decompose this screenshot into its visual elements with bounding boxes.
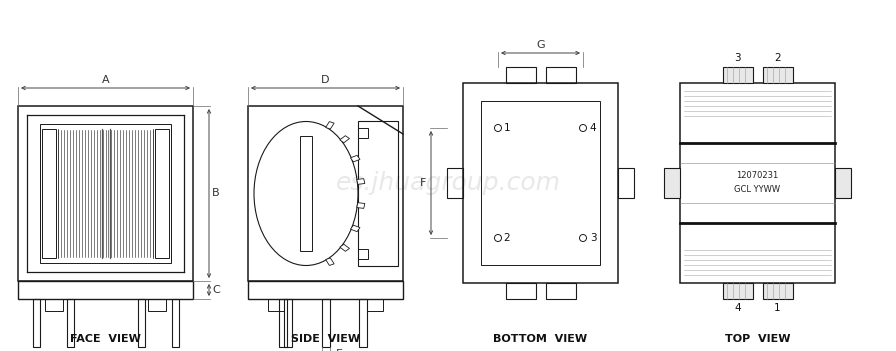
Bar	[546, 67, 575, 83]
Text: 3: 3	[590, 233, 597, 243]
Text: 2: 2	[774, 53, 780, 63]
Bar	[18, 106, 193, 281]
Text: TOP  VIEW: TOP VIEW	[725, 334, 790, 344]
Text: C: C	[212, 285, 220, 295]
Bar	[137, 299, 144, 347]
Polygon shape	[340, 244, 349, 251]
Bar	[155, 129, 169, 258]
Bar	[664, 168, 680, 198]
Text: 2: 2	[504, 233, 511, 243]
Text: SIDE  VIEW: SIDE VIEW	[291, 334, 360, 344]
Bar	[358, 121, 398, 266]
Polygon shape	[340, 136, 349, 143]
Text: D: D	[322, 75, 330, 85]
Bar	[171, 299, 178, 347]
Polygon shape	[350, 155, 360, 162]
Bar	[300, 136, 312, 251]
Polygon shape	[357, 179, 365, 184]
Bar	[66, 299, 73, 347]
Bar	[680, 83, 835, 283]
Polygon shape	[357, 203, 365, 208]
Polygon shape	[325, 258, 334, 265]
Text: FACE  VIEW: FACE VIEW	[70, 334, 141, 344]
Bar	[463, 83, 618, 283]
Bar	[18, 281, 193, 299]
Bar	[248, 281, 403, 299]
Bar	[45, 299, 63, 311]
Bar	[367, 299, 383, 311]
Bar	[358, 128, 368, 138]
Bar	[284, 299, 292, 347]
Bar	[359, 299, 367, 347]
Bar	[505, 283, 536, 299]
Text: E: E	[336, 349, 343, 351]
Text: 4: 4	[734, 303, 741, 313]
Text: A: A	[101, 75, 109, 85]
Bar	[148, 299, 166, 311]
Text: F: F	[420, 178, 426, 188]
Bar	[447, 168, 463, 198]
Bar	[722, 283, 753, 299]
Bar	[248, 106, 403, 281]
Bar	[762, 283, 792, 299]
Bar	[722, 67, 753, 83]
Bar	[32, 299, 39, 347]
Text: B: B	[212, 188, 220, 199]
Text: BOTTOM  VIEW: BOTTOM VIEW	[494, 334, 588, 344]
Text: 4: 4	[590, 123, 597, 133]
Polygon shape	[325, 121, 334, 129]
Text: 3: 3	[734, 53, 741, 63]
Bar	[40, 124, 171, 263]
Text: 12070231: 12070231	[737, 172, 779, 180]
Bar	[505, 67, 536, 83]
Bar	[268, 299, 284, 311]
Text: GCL YYWW: GCL YYWW	[735, 185, 780, 194]
Text: 1: 1	[504, 123, 511, 133]
Text: G: G	[536, 40, 545, 50]
Bar	[546, 283, 575, 299]
Text: es.jhuagroup.com: es.jhuagroup.com	[335, 171, 561, 195]
Bar	[279, 299, 287, 347]
Bar	[762, 67, 792, 83]
Bar	[835, 168, 851, 198]
Bar	[618, 168, 634, 198]
Bar	[358, 249, 368, 259]
Bar	[481, 101, 600, 265]
Bar	[42, 129, 56, 258]
Polygon shape	[350, 225, 360, 232]
Text: 1: 1	[774, 303, 780, 313]
Bar	[322, 299, 330, 347]
